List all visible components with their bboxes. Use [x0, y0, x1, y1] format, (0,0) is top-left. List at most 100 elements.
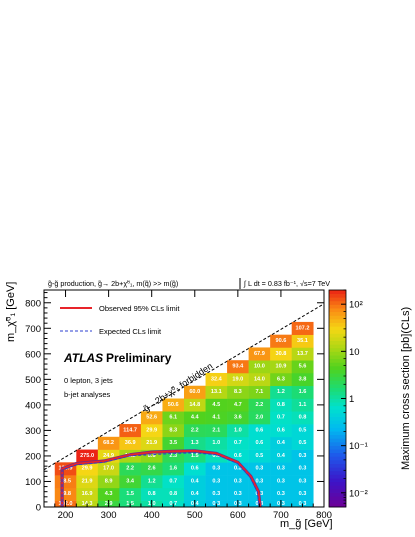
cell-value-label: 32.4	[211, 376, 223, 382]
color-scale-band	[329, 337, 346, 342]
x-tick-label: 200	[58, 510, 74, 521]
y-tick-label: 600	[25, 349, 41, 360]
cell-value-label: 0.7	[169, 478, 177, 484]
heatmap-cell	[248, 347, 271, 361]
cell-value-label: 6.1	[169, 415, 177, 421]
heatmap-cell	[184, 411, 206, 425]
color-scale-band	[329, 308, 346, 313]
color-scale-band	[329, 329, 346, 334]
heatmap-cell	[291, 449, 314, 463]
cell-value-label: 0.3	[234, 478, 242, 484]
x-tick-label: 800	[316, 510, 332, 521]
cell-value-label: 0.3	[234, 466, 242, 472]
color-scale-band	[329, 311, 346, 316]
cell-value-label: 0.4	[191, 491, 200, 497]
limit-contours	[43, 303, 325, 508]
cell-value-label: 35.1	[297, 338, 308, 344]
heatmap-cell	[291, 372, 314, 387]
cell-value-label: 3.5	[169, 440, 177, 446]
cell-value-label: 6.3	[277, 376, 285, 382]
cell-value-label: 114.7	[123, 427, 137, 433]
cell-value-label: 0.4	[277, 453, 286, 459]
expected-legend-label: Expected CLs limit	[99, 327, 162, 336]
atlas-label: ATLAS	[63, 351, 103, 365]
y-tick-label: 0	[36, 503, 41, 514]
cell-value-label: 4.1	[212, 415, 220, 421]
cell-value-label: 8.9	[105, 478, 113, 484]
color-scale-band	[329, 481, 346, 486]
heatmap-cell	[291, 411, 314, 425]
color-scale-band	[329, 347, 346, 352]
cell-value-label: 0.5	[255, 453, 263, 459]
heatmap-cell	[270, 462, 292, 476]
heatmap-cell	[270, 334, 292, 348]
heatmap-cell	[97, 462, 120, 476]
cell-value-label: 21.9	[146, 440, 157, 446]
x-tick-label: 400	[144, 510, 160, 521]
cell-value-label: 2.2	[126, 466, 134, 472]
heatmap-cell	[162, 411, 185, 425]
cell-value-label: 4.4	[191, 415, 200, 421]
color-scale-band	[329, 384, 346, 389]
cell-value-label: 0.3	[277, 478, 285, 484]
cell-value-label: 1.6	[299, 389, 307, 395]
color-scale-band	[329, 409, 346, 414]
cell-value-label: 0.6	[255, 440, 263, 446]
preliminary-label: Preliminary	[106, 351, 172, 365]
heatmap-cell	[184, 462, 206, 476]
cell-value-label: 8.3	[169, 427, 177, 433]
cell-value-label: 29.9	[146, 427, 157, 433]
z-tick-label: 1	[349, 394, 354, 405]
cell-value-label: 2.2	[255, 402, 263, 408]
heatmap-cell	[76, 475, 99, 489]
cell-value-label: 3.4	[126, 478, 135, 484]
cell-value-label: 0.3	[255, 466, 263, 472]
z-axis-title: Maximum cross section [pb](CLs)	[400, 307, 412, 470]
heatmap-cell	[291, 475, 314, 489]
y-tick-label: 700	[25, 324, 41, 335]
heatmap-cell	[162, 487, 185, 501]
cell-value-label: 4.7	[234, 402, 242, 408]
heatmap-cell	[140, 424, 163, 438]
heatmap-cell	[248, 449, 271, 463]
heatmap-cell	[270, 424, 292, 438]
expected-limit-line	[61, 452, 260, 508]
color-scale-band	[329, 344, 346, 349]
heatmap-cell	[162, 475, 185, 489]
color-scale-band	[329, 376, 346, 381]
cell-value-label: 14.0	[254, 376, 265, 382]
z-tick-label: 10	[349, 347, 360, 358]
color-scale-band	[329, 431, 346, 436]
cell-value-label: 4.3	[105, 491, 113, 497]
y-axis-title: m_χ̃⁰₁ [GeV]	[5, 282, 17, 342]
heatmap-cell	[291, 436, 314, 450]
heatmap-cell	[248, 398, 271, 412]
x-tick-label: 300	[101, 510, 117, 521]
cell-value-label: 0.7	[277, 415, 285, 421]
color-scale-band	[329, 470, 346, 475]
color-scale-band	[329, 365, 346, 370]
heatmap-cell	[97, 487, 120, 501]
x-tick-label: 700	[273, 510, 289, 521]
color-scale-band	[329, 293, 346, 298]
cell-value-label: 0.8	[169, 491, 177, 497]
heatmap-cell	[184, 398, 206, 412]
cell-value-label: 0.8	[299, 415, 307, 421]
cell-value-label: 1.5	[126, 491, 134, 497]
cell-value-label: 68.2	[103, 440, 114, 446]
heatmap-cell	[184, 424, 206, 438]
cell-value-label: 2.6	[148, 466, 156, 472]
cell-value-label: 2.0	[255, 415, 263, 421]
color-scale-band	[329, 355, 346, 360]
color-scale-band	[329, 304, 346, 309]
x-tick-label: 500	[187, 510, 203, 521]
cell-value-label: 0.3	[212, 478, 220, 484]
heatmap-cell	[270, 360, 292, 374]
heatmap-cell	[119, 424, 142, 438]
luminosity-label: ∫ L dt = 0.83 fb⁻¹, √s=7 TeV	[243, 279, 330, 288]
heatmap-cell	[119, 436, 142, 450]
heatmap-cell	[205, 372, 228, 387]
cell-value-label: 0.6	[234, 453, 242, 459]
heatmap-cell	[248, 372, 271, 387]
heatmap-cell	[205, 462, 228, 476]
